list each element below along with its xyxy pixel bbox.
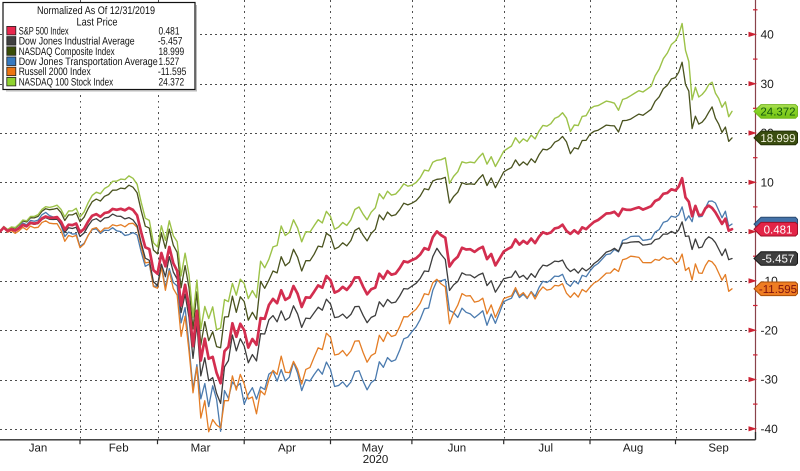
svg-text:-11.595: -11.595 bbox=[759, 284, 797, 296]
svg-text:24.372: 24.372 bbox=[760, 107, 795, 119]
svg-text:Aug: Aug bbox=[623, 443, 643, 455]
svg-text:NASDAQ Composite Index: NASDAQ Composite Index bbox=[19, 46, 115, 58]
svg-text:-30: -30 bbox=[761, 373, 779, 387]
svg-text:Mar: Mar bbox=[191, 443, 211, 455]
svg-text:18.999: 18.999 bbox=[159, 46, 185, 58]
svg-text:Russell 2000 Index: Russell 2000 Index bbox=[19, 66, 91, 78]
svg-text:0.481: 0.481 bbox=[764, 224, 793, 236]
svg-text:24.372: 24.372 bbox=[159, 76, 185, 88]
svg-text:Last Price: Last Price bbox=[77, 17, 118, 29]
svg-text:May: May bbox=[362, 443, 384, 455]
svg-text:Feb: Feb bbox=[109, 443, 129, 455]
svg-text:Sep: Sep bbox=[708, 443, 728, 455]
svg-text:-5.457: -5.457 bbox=[762, 254, 795, 266]
svg-text:-11.595: -11.595 bbox=[158, 66, 187, 78]
svg-text:NASDAQ 100 Stock Index: NASDAQ 100 Stock Index bbox=[19, 76, 114, 88]
svg-text:Jan: Jan bbox=[29, 443, 48, 455]
svg-text:Jul: Jul bbox=[538, 443, 553, 455]
svg-text:Jun: Jun bbox=[448, 443, 467, 455]
svg-text:18.999: 18.999 bbox=[760, 133, 795, 145]
svg-text:Dow Jones Industrial Average: Dow Jones Industrial Average bbox=[19, 36, 135, 48]
svg-text:10: 10 bbox=[761, 176, 775, 190]
svg-text:-40: -40 bbox=[761, 422, 779, 436]
svg-text:2020: 2020 bbox=[363, 454, 389, 466]
svg-text:-5.457: -5.457 bbox=[158, 36, 183, 48]
svg-text:Apr: Apr bbox=[278, 443, 296, 455]
svg-text:Dow Jones Transportation Avera: Dow Jones Transportation Average bbox=[19, 56, 158, 68]
svg-text:-20: -20 bbox=[761, 323, 779, 337]
svg-text:1.527: 1.527 bbox=[159, 56, 180, 68]
svg-text:Normalized As Of 12/31/2019: Normalized As Of 12/31/2019 bbox=[37, 5, 155, 17]
svg-text:30: 30 bbox=[761, 77, 775, 91]
svg-text:40: 40 bbox=[761, 28, 775, 42]
svg-text:S&P 500 Index: S&P 500 Index bbox=[19, 25, 69, 37]
svg-text:0.481: 0.481 bbox=[159, 25, 180, 37]
